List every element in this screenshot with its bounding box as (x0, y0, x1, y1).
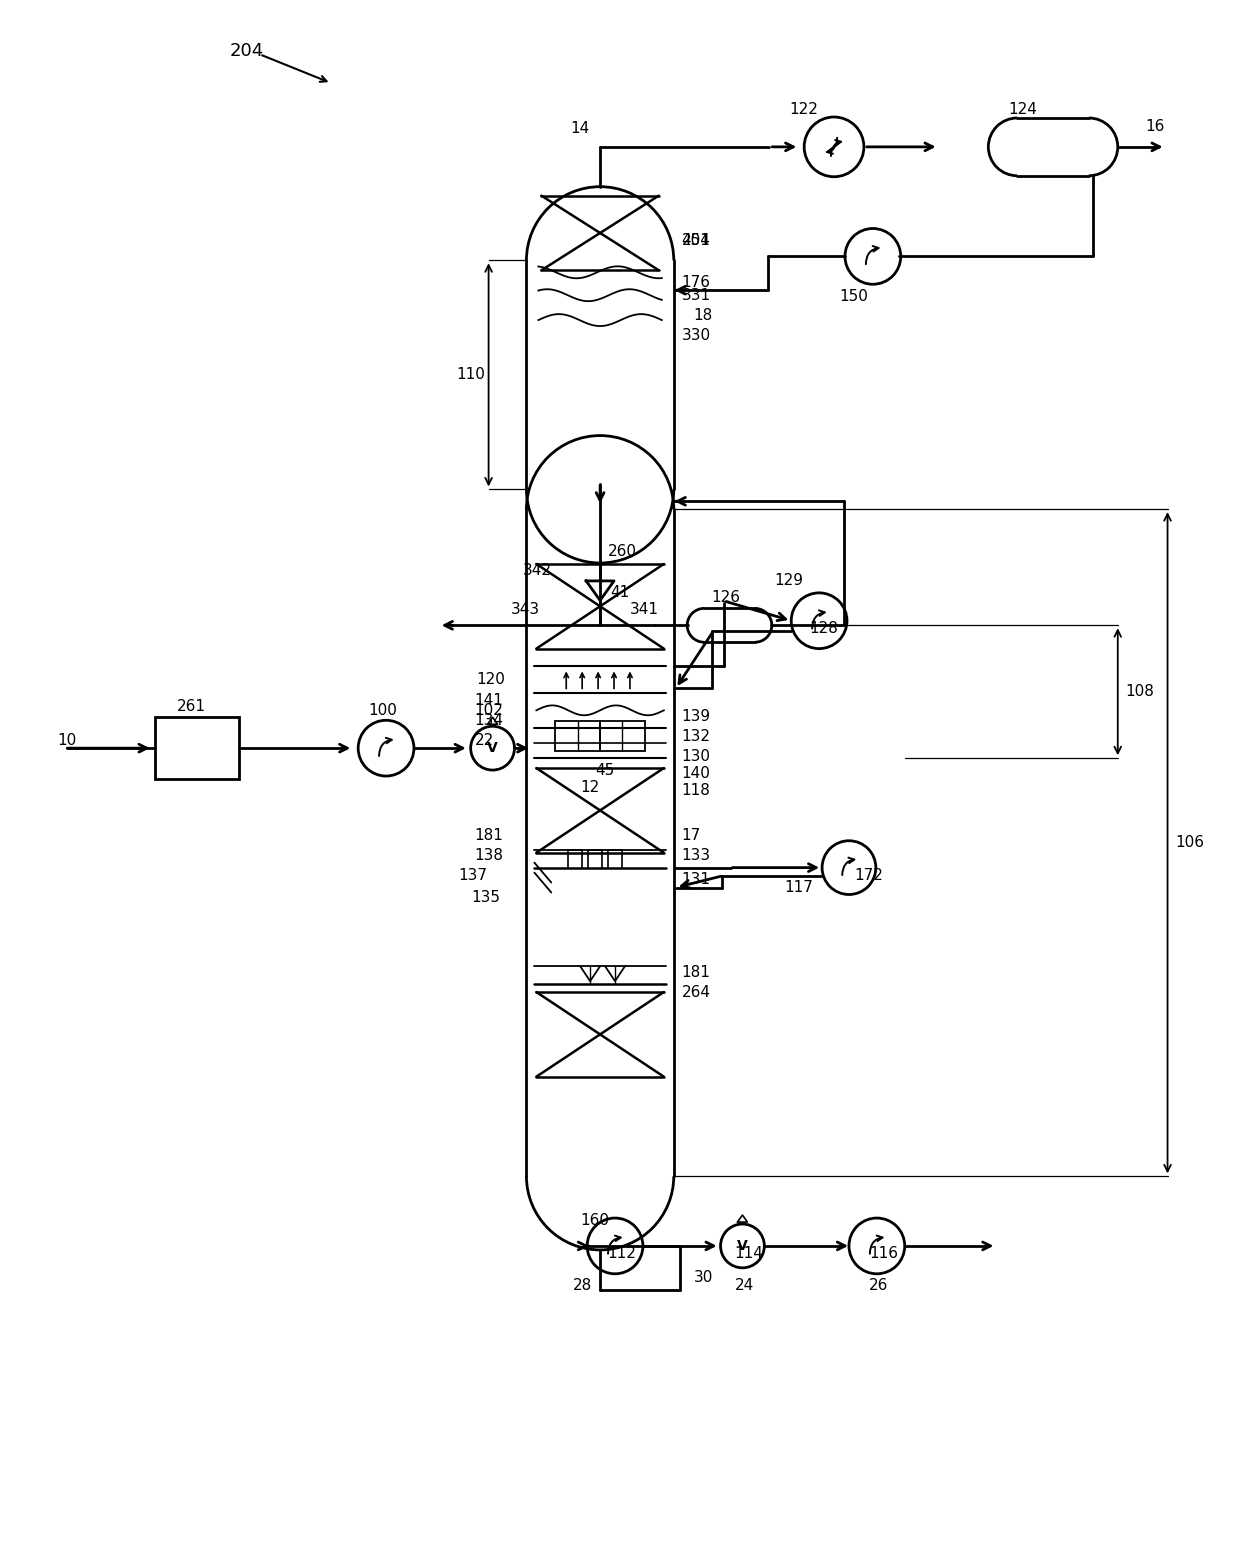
Text: 135: 135 (471, 891, 501, 905)
Text: 17: 17 (682, 828, 701, 844)
Text: 138: 138 (475, 848, 503, 862)
Text: 134: 134 (475, 713, 503, 728)
Text: 264: 264 (682, 985, 711, 999)
Text: 401: 401 (682, 234, 711, 248)
Text: 341: 341 (630, 602, 658, 616)
Text: 112: 112 (608, 1247, 636, 1261)
Text: 130: 130 (682, 748, 711, 764)
Text: 126: 126 (712, 590, 740, 605)
Text: 343: 343 (511, 602, 539, 616)
Text: 181: 181 (475, 828, 503, 844)
Text: 106: 106 (1176, 836, 1204, 850)
Text: V: V (737, 1239, 748, 1253)
Text: 132: 132 (682, 729, 711, 743)
Text: 108: 108 (1126, 684, 1154, 699)
Text: 261: 261 (177, 699, 206, 713)
Text: 139: 139 (682, 709, 711, 724)
Text: 181: 181 (682, 964, 711, 980)
Text: 16: 16 (1146, 119, 1166, 135)
Text: 18: 18 (693, 307, 713, 323)
Text: 331: 331 (682, 287, 711, 303)
Text: 137: 137 (459, 869, 487, 883)
Text: 10: 10 (57, 732, 77, 748)
Text: 110: 110 (456, 367, 486, 383)
Text: 160: 160 (580, 1212, 609, 1228)
Text: 102: 102 (475, 702, 503, 718)
Text: 254: 254 (682, 234, 711, 248)
Text: 22: 22 (475, 732, 494, 748)
Text: 120: 120 (476, 673, 506, 687)
Text: 118: 118 (682, 784, 711, 798)
Text: 24: 24 (734, 1278, 754, 1294)
Text: 128: 128 (810, 621, 838, 637)
Text: 131: 131 (682, 872, 711, 887)
Text: 124: 124 (1008, 102, 1037, 116)
Text: 28: 28 (573, 1278, 593, 1294)
Text: 122: 122 (789, 102, 818, 116)
Text: 133: 133 (682, 848, 711, 862)
Text: 330: 330 (682, 328, 711, 342)
Bar (155, 717, 239, 779)
Text: 30: 30 (693, 1270, 713, 1286)
Text: 100: 100 (368, 702, 397, 718)
Text: 140: 140 (682, 765, 711, 781)
Bar (556, 721, 600, 751)
Text: 141: 141 (475, 693, 503, 707)
Text: 204: 204 (229, 42, 264, 60)
Text: V: V (487, 742, 498, 756)
Text: 26: 26 (869, 1278, 888, 1294)
Text: 129: 129 (774, 574, 804, 588)
Text: 342: 342 (522, 563, 552, 579)
Text: 260: 260 (608, 544, 637, 558)
Text: 176: 176 (682, 274, 711, 290)
Text: 117: 117 (784, 880, 813, 895)
Text: 41: 41 (610, 585, 629, 601)
Text: 14: 14 (570, 121, 589, 136)
Text: 150: 150 (839, 289, 868, 304)
Text: 12: 12 (580, 781, 599, 795)
Bar (600, 721, 645, 751)
Text: 116: 116 (869, 1247, 898, 1261)
Text: 45: 45 (595, 762, 614, 778)
Text: 114: 114 (734, 1247, 764, 1261)
Text: 172: 172 (854, 869, 883, 883)
